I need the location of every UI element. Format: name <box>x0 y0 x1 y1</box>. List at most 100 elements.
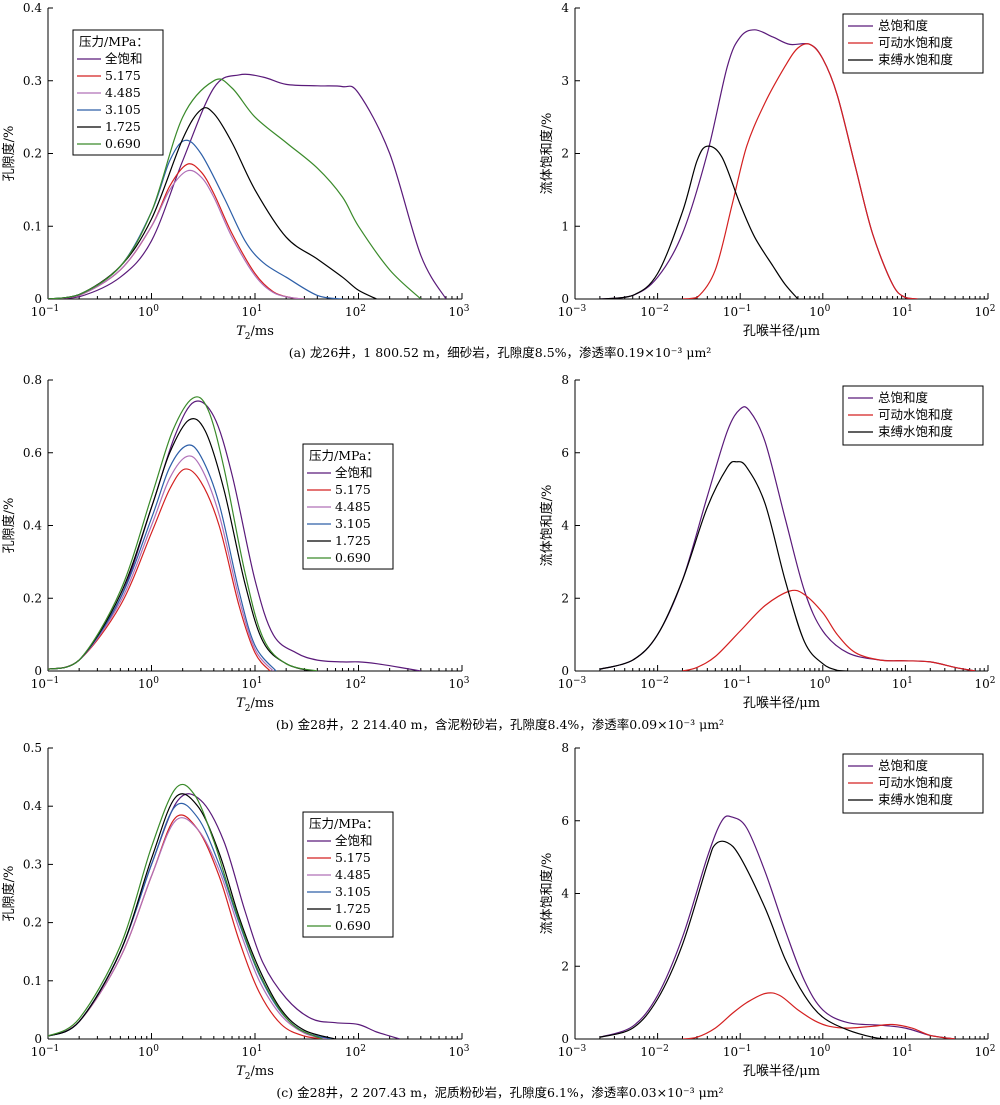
y-axis-label: 流体饱和度/% <box>539 853 555 935</box>
x-tick-exponent: −1 <box>46 676 59 686</box>
legend-entry: 3.105 <box>335 516 371 531</box>
x-tick-exponent: −1 <box>738 676 751 686</box>
y-axis-label: 孔隙度/% <box>1 498 17 554</box>
x-tick-base: 10 <box>892 1045 907 1059</box>
legend-title: 压力/MPa： <box>79 34 149 49</box>
legend-entry: 束缚水饱和度 <box>878 792 954 807</box>
y-tick-label: 0.2 <box>23 591 42 605</box>
y-tick-label: 0.2 <box>23 147 42 161</box>
legend: 压力/MPa： 全饱和 5.175 4.485 3.105 1.725 0.690 <box>302 811 394 938</box>
x-tick-exponent: 1 <box>907 676 913 686</box>
series-line-2 <box>682 43 918 299</box>
legend-entry: 0.690 <box>335 550 371 565</box>
y-tick-label: 0.2 <box>23 916 42 930</box>
y-tick-label: 8 <box>561 373 569 387</box>
series-line-5 <box>48 417 312 671</box>
series-line-3 <box>48 455 274 671</box>
x-tick-exponent: 2 <box>360 676 366 686</box>
x-tick-label: 100 <box>809 1044 830 1059</box>
x-tick-base: 10 <box>809 305 824 319</box>
x-axis-label-unit: /ms <box>251 324 274 339</box>
series-line-1 <box>48 73 447 299</box>
x-tick-label: 101 <box>241 1044 262 1059</box>
legend-entry: 全饱和 <box>335 833 373 848</box>
panel-caption: (b) 金28井，2 214.40 m，含泥粉砂岩，孔隙度8.4%，渗透率0.0… <box>276 717 724 732</box>
series-group <box>599 815 956 1039</box>
series-group <box>599 29 918 299</box>
x-tick-exponent: 1 <box>907 304 913 314</box>
x-tick-base: 10 <box>345 677 360 691</box>
series-line-2 <box>48 163 305 299</box>
legend-entry: 5.175 <box>335 482 371 497</box>
y-axis-label: 孔隙度/% <box>1 866 17 922</box>
series-line-6 <box>48 78 422 299</box>
legend-entry: 4.485 <box>335 867 371 882</box>
y-tick-label: 4 <box>561 519 569 533</box>
x-tick-base: 10 <box>974 1045 989 1059</box>
y-axis-label: 流体饱和度/% <box>539 113 555 195</box>
x-tick-base: 10 <box>723 305 738 319</box>
series-group <box>48 396 421 671</box>
legend-entry: 总饱和度 <box>878 758 929 773</box>
x-tick-exponent: −2 <box>656 676 669 686</box>
y-tick-label: 6 <box>561 814 569 828</box>
x-tick-exponent: −3 <box>573 1044 587 1054</box>
x-tick-exponent: 0 <box>825 1044 831 1054</box>
x-tick-label: 103 <box>448 1044 469 1059</box>
y-tick-label: 0.3 <box>23 857 42 871</box>
legend-entry: 1.725 <box>335 533 371 548</box>
x-tick-label: 101 <box>241 304 262 319</box>
x-axis-label: 孔喉半径/μm <box>743 696 820 711</box>
series-line-6 <box>48 783 323 1039</box>
series-line-4 <box>48 444 277 671</box>
x-axis-label-unit: /ms <box>251 696 274 711</box>
legend-entry: 0.690 <box>335 918 371 933</box>
x-axis-label-unit: /ms <box>251 1064 274 1079</box>
x-tick-label: 102 <box>974 1044 995 1059</box>
x-tick-base: 10 <box>138 677 153 691</box>
y-tick-label: 0 <box>34 664 42 678</box>
x-tick-label: 10−3 <box>558 1044 587 1059</box>
x-tick-label: 103 <box>448 304 469 319</box>
series-line-3 <box>599 460 848 671</box>
porosity-t2-chart: 00.10.20.30.410−1 100 101 102 103T2/ms孔隙度/%压… <box>1 1 470 342</box>
y-tick-label: 3 <box>561 74 569 88</box>
x-tick-base: 10 <box>558 305 573 319</box>
x-tick-base: 10 <box>138 305 153 319</box>
x-tick-exponent: 2 <box>990 1044 996 1054</box>
y-tick-label: 0.4 <box>23 799 42 813</box>
x-axis-label: 孔喉半径/μm <box>743 1064 820 1079</box>
x-tick-label: 10−1 <box>723 304 752 319</box>
series-line-1 <box>599 406 976 671</box>
legend-entry: 束缚水饱和度 <box>878 52 954 67</box>
x-tick-base: 10 <box>31 1045 46 1059</box>
y-tick-label: 8 <box>561 741 569 755</box>
panel-c: 00.10.20.30.40.510−1 100 101 102 103T2/ms孔隙度… <box>1 741 996 1100</box>
legend-entry: 3.105 <box>105 102 141 117</box>
legend-entry: 束缚水饱和度 <box>878 424 954 439</box>
x-tick-exponent: 1 <box>257 1044 263 1054</box>
x-tick-exponent: −3 <box>573 676 587 686</box>
x-tick-label: 10−1 <box>723 676 752 691</box>
x-tick-base: 10 <box>892 305 907 319</box>
x-tick-label: 103 <box>448 676 469 691</box>
panel-a: 00.10.20.30.410−1 100 101 102 103T2/ms孔隙度/%压… <box>1 1 996 360</box>
x-tick-base: 10 <box>809 1045 824 1059</box>
x-tick-label: 10−1 <box>31 1044 60 1059</box>
y-tick-label: 0 <box>561 664 569 678</box>
y-tick-label: 0 <box>34 1032 42 1046</box>
legend: 压力/MPa： 全饱和 5.175 4.485 3.105 1.725 0.690 <box>302 443 394 570</box>
x-tick-exponent: 2 <box>990 304 996 314</box>
y-tick-label: 2 <box>561 959 569 973</box>
y-tick-label: 0 <box>561 292 569 306</box>
x-tick-base: 10 <box>640 677 655 691</box>
y-tick-label: 0 <box>34 292 42 306</box>
legend-box <box>842 385 984 446</box>
x-tick-exponent: −2 <box>656 304 669 314</box>
x-tick-exponent: 0 <box>153 1044 159 1054</box>
x-tick-base: 10 <box>31 677 46 691</box>
